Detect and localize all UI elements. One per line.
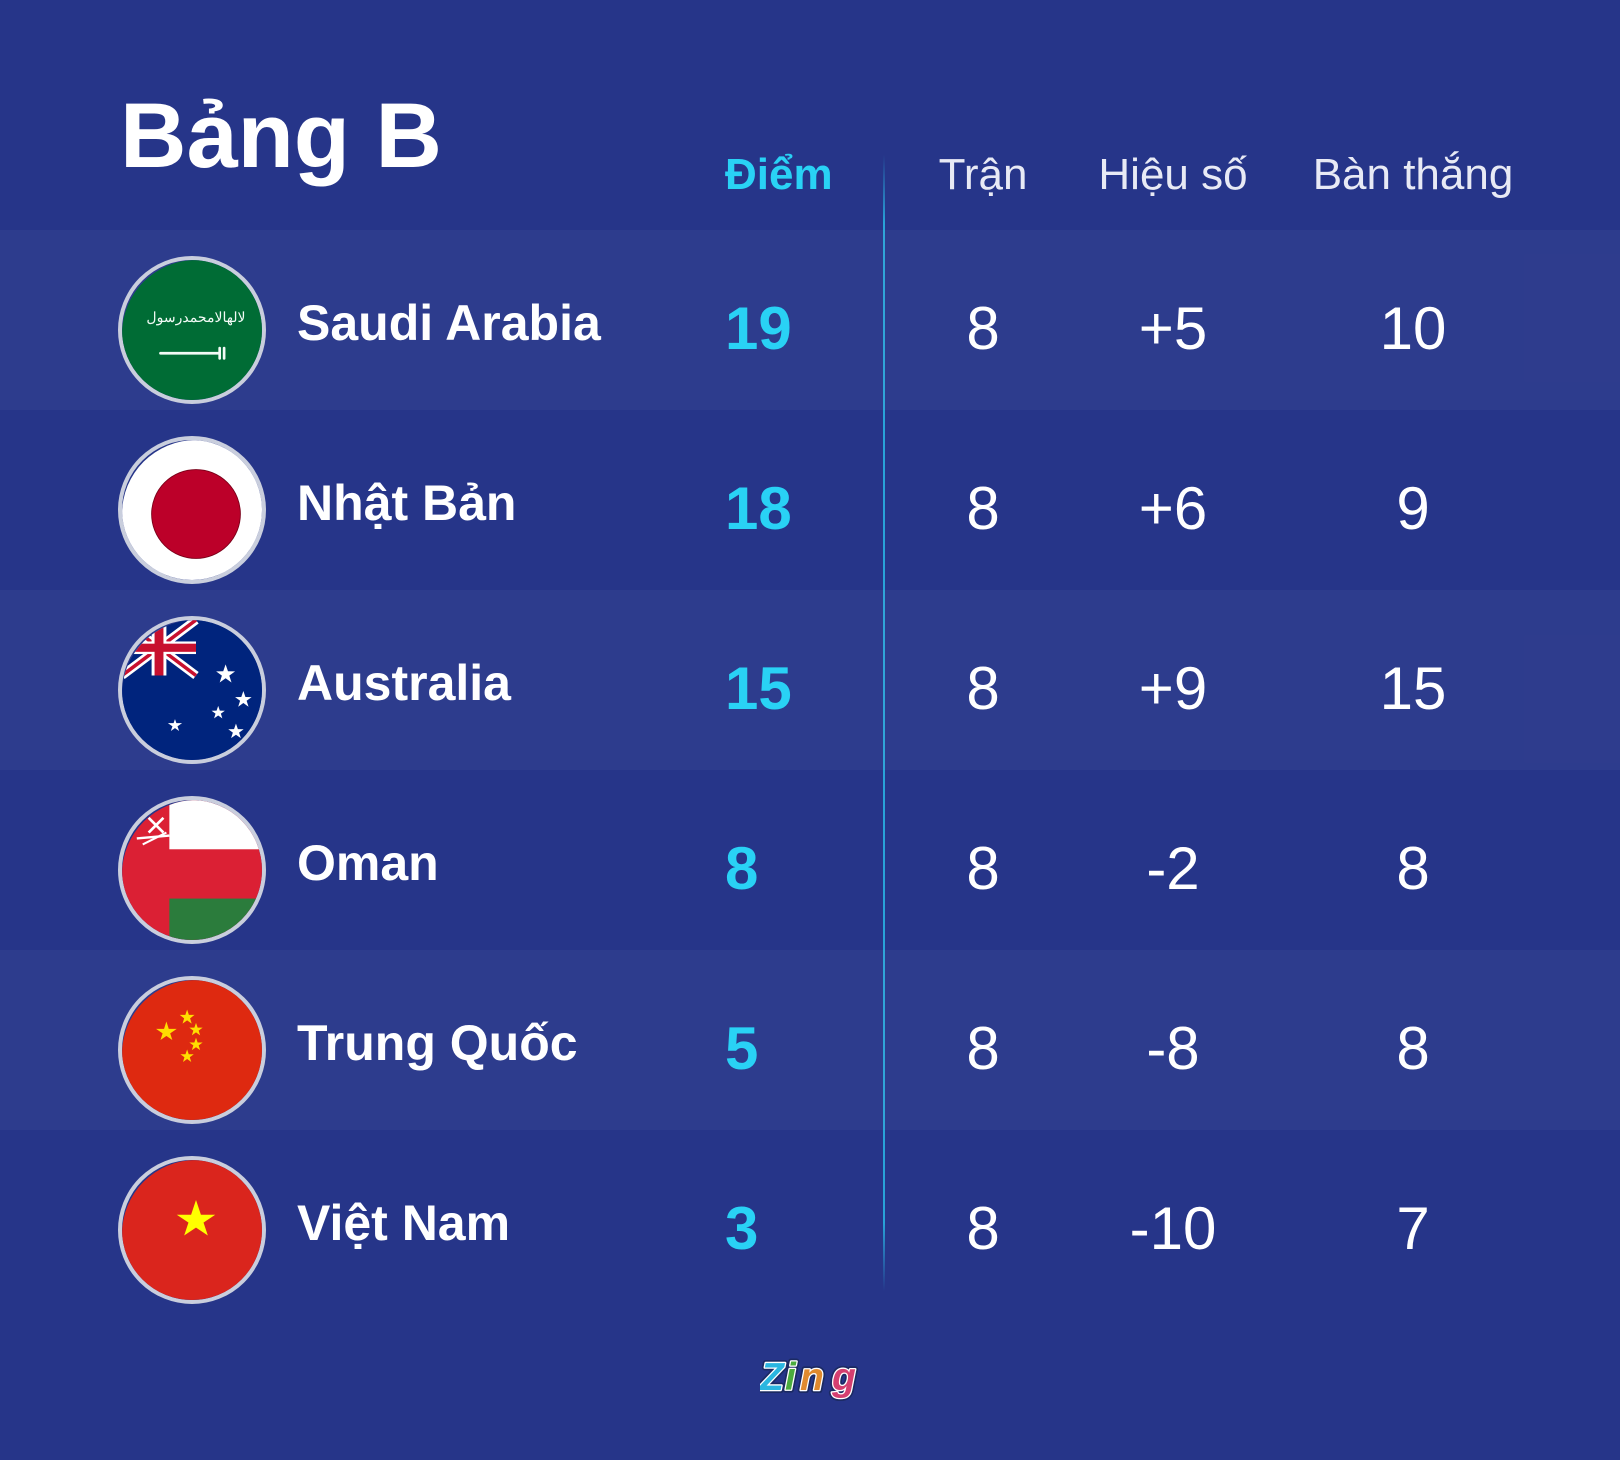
svg-text:Z: Z <box>760 1356 786 1399</box>
svg-text:لالهالامحمدرسول: لالهالامحمدرسول <box>146 309 245 326</box>
svg-text:i: i <box>785 1356 797 1399</box>
svg-text:n: n <box>800 1356 824 1399</box>
svg-text:g: g <box>831 1356 856 1399</box>
